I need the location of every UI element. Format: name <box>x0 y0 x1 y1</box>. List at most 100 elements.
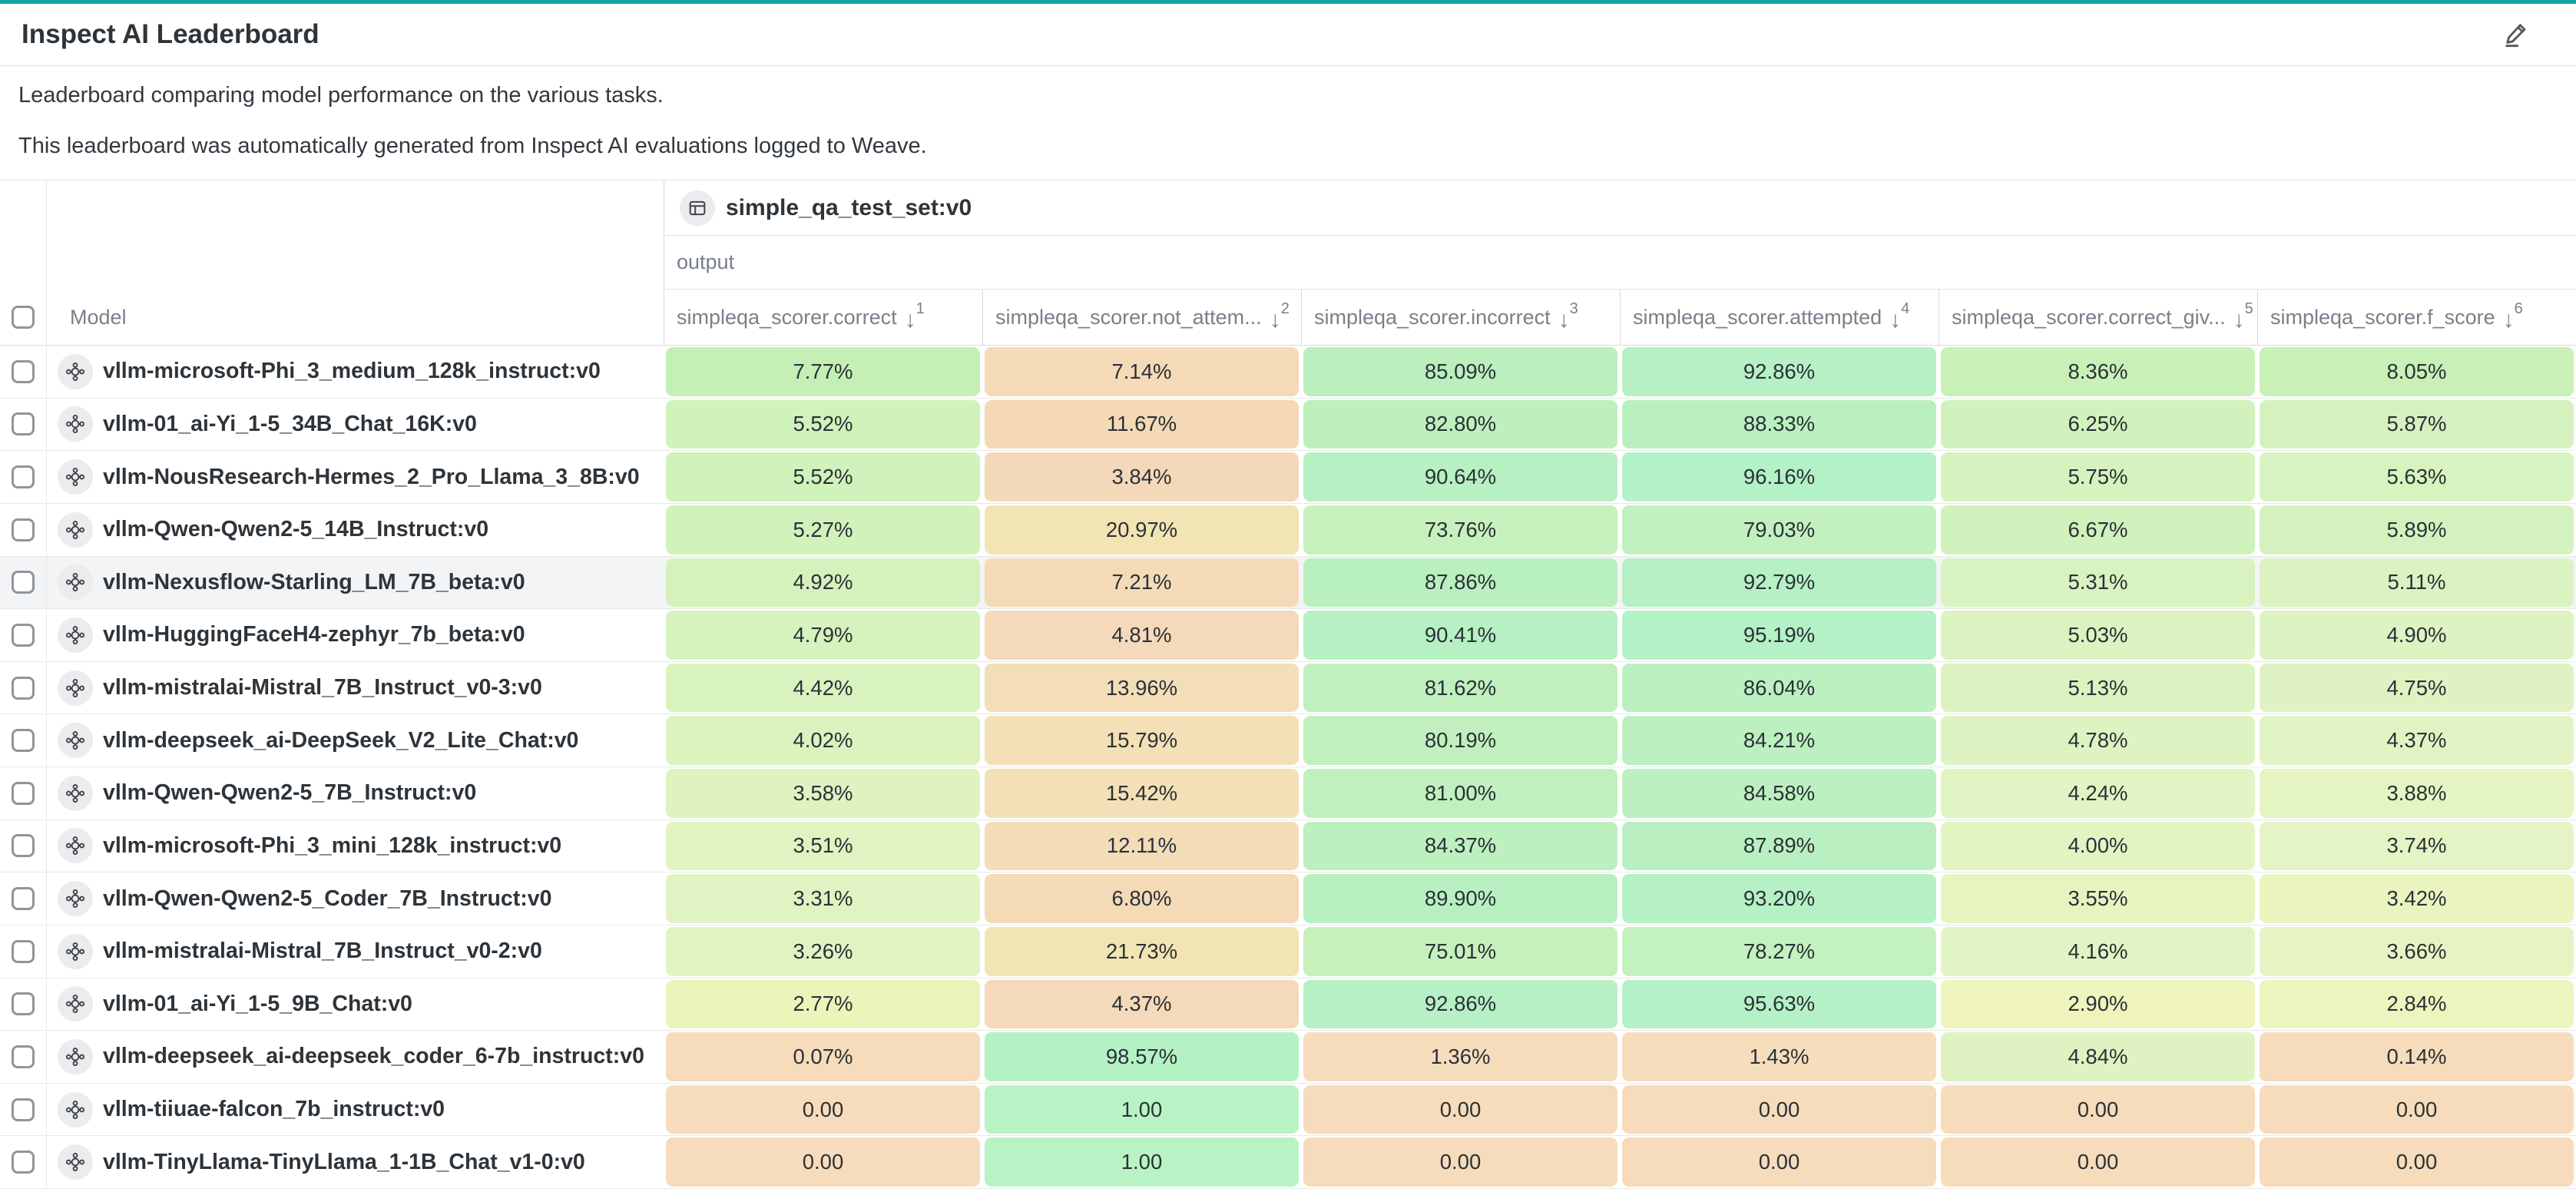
score-cell[interactable]: 0.00 <box>666 1137 980 1187</box>
score-cell[interactable]: 90.64% <box>1303 452 1617 502</box>
score-cell[interactable]: 84.21% <box>1622 716 1936 765</box>
model-column-header[interactable]: Model <box>47 290 664 345</box>
row-checkbox[interactable] <box>12 571 35 594</box>
score-cell[interactable]: 4.78% <box>1941 716 2255 765</box>
score-cell[interactable]: 89.90% <box>1303 874 1617 923</box>
score-cell[interactable]: 5.13% <box>1941 663 2255 713</box>
score-cell[interactable]: 4.81% <box>985 611 1299 660</box>
score-cell[interactable]: 7.77% <box>666 347 980 396</box>
score-cell[interactable]: 92.79% <box>1622 558 1936 608</box>
score-cell[interactable]: 4.00% <box>1941 821 2255 871</box>
model-cell[interactable]: vllm-microsoft-Phi_3_mini_128k_instruct:… <box>47 820 664 872</box>
score-cell[interactable]: 87.89% <box>1622 821 1936 871</box>
score-cell[interactable]: 73.76% <box>1303 505 1617 555</box>
score-cell[interactable]: 4.75% <box>2260 663 2574 713</box>
row-checkbox[interactable] <box>12 1151 35 1174</box>
score-cell[interactable]: 0.00 <box>1941 1084 2255 1134</box>
score-cell[interactable]: 81.62% <box>1303 663 1617 713</box>
row-checkbox[interactable] <box>12 1045 35 1068</box>
score-cell[interactable]: 4.90% <box>2260 611 2574 660</box>
score-column-header-3[interactable]: simpleqa_scorer.incorrect ↓ 3 <box>1301 290 1620 345</box>
model-cell[interactable]: vllm-mistralai-Mistral_7B_Instruct_v0-3:… <box>47 662 664 714</box>
score-cell[interactable]: 86.04% <box>1622 663 1936 713</box>
score-cell[interactable]: 4.24% <box>1941 769 2255 818</box>
model-cell[interactable]: vllm-01_ai-Yi_1-5_9B_Chat:v0 <box>47 978 664 1031</box>
model-cell[interactable]: vllm-deepseek_ai-DeepSeek_V2_Lite_Chat:v… <box>47 714 664 767</box>
model-cell[interactable]: vllm-microsoft-Phi_3_medium_128k_instruc… <box>47 346 664 398</box>
score-cell[interactable]: 13.96% <box>985 663 1299 713</box>
score-cell[interactable]: 92.86% <box>1622 347 1936 396</box>
score-cell[interactable]: 3.66% <box>2260 926 2574 976</box>
score-cell[interactable]: 0.00 <box>1303 1084 1617 1134</box>
sort-indicator[interactable]: ↓ 1 <box>905 301 925 332</box>
score-cell[interactable]: 1.36% <box>1303 1032 1617 1081</box>
score-cell[interactable]: 8.05% <box>2260 347 2574 396</box>
score-cell[interactable]: 8.36% <box>1941 347 2255 396</box>
row-checkbox[interactable] <box>12 729 35 753</box>
sort-indicator[interactable]: ↓ 6 <box>2503 301 2523 332</box>
score-cell[interactable]: 3.58% <box>666 769 980 818</box>
score-cell[interactable]: 5.89% <box>2260 505 2574 555</box>
model-cell[interactable]: vllm-01_ai-Yi_1-5_34B_Chat_16K:v0 <box>47 399 664 451</box>
score-cell[interactable]: 4.37% <box>2260 716 2574 765</box>
score-cell[interactable]: 0.00 <box>1941 1137 2255 1187</box>
score-cell[interactable]: 5.63% <box>2260 452 2574 502</box>
score-cell[interactable]: 75.01% <box>1303 926 1617 976</box>
score-column-header-2[interactable]: simpleqa_scorer.not_attem... ↓ 2 <box>982 290 1301 345</box>
score-cell[interactable]: 4.84% <box>1941 1032 2255 1081</box>
score-cell[interactable]: 4.16% <box>1941 926 2255 976</box>
score-cell[interactable]: 12.11% <box>985 821 1299 871</box>
sort-indicator[interactable]: ↓ 2 <box>1270 301 1290 332</box>
score-cell[interactable]: 2.77% <box>666 979 980 1029</box>
score-cell[interactable]: 3.31% <box>666 874 980 923</box>
model-cell[interactable]: vllm-Qwen-Qwen2-5_7B_Instruct:v0 <box>47 767 664 820</box>
row-checkbox[interactable] <box>12 1098 35 1121</box>
sort-indicator[interactable]: ↓ 4 <box>1889 301 1909 332</box>
sort-indicator[interactable]: ↓ 5 <box>2233 301 2253 332</box>
score-cell[interactable]: 3.74% <box>2260 821 2574 871</box>
model-cell[interactable]: vllm-tiiuae-falcon_7b_instruct:v0 <box>47 1084 664 1136</box>
score-cell[interactable]: 3.42% <box>2260 874 2574 923</box>
score-cell[interactable]: 0.00 <box>1622 1084 1936 1134</box>
score-cell[interactable]: 7.14% <box>985 347 1299 396</box>
row-checkbox[interactable] <box>12 623 35 647</box>
score-cell[interactable]: 78.27% <box>1622 926 1936 976</box>
model-cell[interactable]: vllm-Qwen-Qwen2-5_14B_Instruct:v0 <box>47 504 664 556</box>
score-cell[interactable]: 15.42% <box>985 769 1299 818</box>
score-cell[interactable]: 5.52% <box>666 399 980 449</box>
model-cell[interactable]: vllm-TinyLlama-TinyLlama_1-1B_Chat_v1-0:… <box>47 1136 664 1188</box>
score-cell[interactable]: 3.51% <box>666 821 980 871</box>
score-cell[interactable]: 93.20% <box>1622 874 1936 923</box>
score-cell[interactable]: 1.43% <box>1622 1032 1936 1081</box>
score-cell[interactable]: 4.42% <box>666 663 980 713</box>
score-cell[interactable]: 96.16% <box>1622 452 1936 502</box>
score-cell[interactable]: 3.55% <box>1941 874 2255 923</box>
score-cell[interactable]: 5.03% <box>1941 611 2255 660</box>
score-cell[interactable]: 3.26% <box>666 926 980 976</box>
row-checkbox[interactable] <box>12 939 35 963</box>
score-cell[interactable]: 92.86% <box>1303 979 1617 1029</box>
score-cell[interactable]: 1.00 <box>985 1137 1299 1187</box>
score-cell[interactable]: 0.00 <box>1622 1137 1936 1187</box>
score-cell[interactable]: 4.79% <box>666 611 980 660</box>
score-column-header-6[interactable]: simpleqa_scorer.f_score ↓ 6 <box>2257 290 2576 345</box>
score-cell[interactable]: 4.92% <box>666 558 980 608</box>
score-cell[interactable]: 1.00 <box>985 1084 1299 1134</box>
score-cell[interactable]: 95.63% <box>1622 979 1936 1029</box>
score-cell[interactable]: 3.84% <box>985 452 1299 502</box>
score-cell[interactable]: 2.90% <box>1941 979 2255 1029</box>
score-cell[interactable]: 0.00 <box>666 1084 980 1134</box>
score-cell[interactable]: 20.97% <box>985 505 1299 555</box>
score-cell[interactable]: 82.80% <box>1303 399 1617 449</box>
score-cell[interactable]: 15.79% <box>985 716 1299 765</box>
row-checkbox[interactable] <box>12 834 35 858</box>
score-cell[interactable]: 0.07% <box>666 1032 980 1081</box>
score-cell[interactable]: 90.41% <box>1303 611 1617 660</box>
row-checkbox[interactable] <box>12 518 35 541</box>
row-checkbox[interactable] <box>12 359 35 383</box>
score-cell[interactable]: 5.87% <box>2260 399 2574 449</box>
score-cell[interactable]: 88.33% <box>1622 399 1936 449</box>
score-cell[interactable]: 3.88% <box>2260 769 2574 818</box>
score-column-header-1[interactable]: simpleqa_scorer.correct ↓ 1 <box>664 290 982 345</box>
score-cell[interactable]: 5.75% <box>1941 452 2255 502</box>
